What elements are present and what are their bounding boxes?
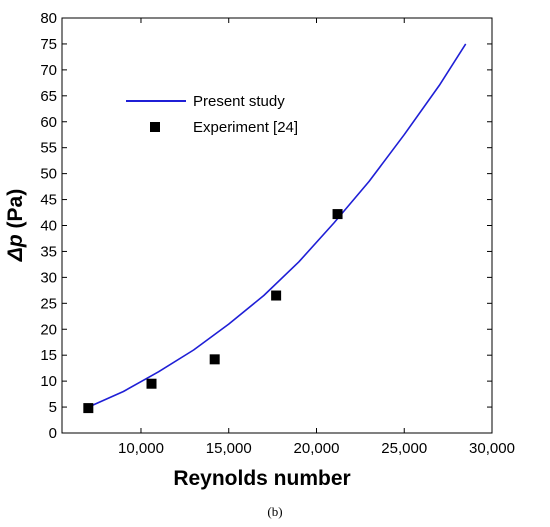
experiment-point — [83, 403, 94, 414]
experiment-point — [271, 290, 282, 301]
y-tick-label: 70 — [40, 62, 57, 79]
y-tick-label: 50 — [40, 166, 57, 183]
x-tick-labels: 10,000 15,000 20,000 25,000 30,000 — [118, 440, 515, 457]
y-tick-label: 35 — [40, 243, 57, 260]
y-tick-label: 75 — [40, 36, 57, 53]
legend-label-experiment: Experiment [24] — [193, 119, 298, 136]
y-axis-unit: (Pa) — [4, 189, 27, 235]
y-axis-title: Δp (Pa) — [4, 189, 27, 262]
legend-label-present-study: Present study — [193, 93, 285, 110]
x-tick-label: 15,000 — [206, 440, 252, 457]
y-tick-label: 5 — [49, 399, 57, 416]
tick-marks — [62, 17, 493, 434]
x-tick-label: 25,000 — [381, 440, 427, 457]
legend: Present study Experiment [24] — [126, 93, 298, 136]
experiment-point — [332, 209, 343, 220]
y-tick-labels: 0 5 10 15 20 25 30 35 40 45 50 55 60 65 70 75 80 — [40, 10, 57, 442]
y-tick-label: 60 — [40, 114, 57, 131]
y-tick-label: 10 — [40, 373, 57, 390]
y-axis-symbol: Δp — [4, 234, 27, 262]
experiment-point — [209, 354, 220, 365]
y-tick-label: 45 — [40, 192, 57, 209]
y-tick-label: 55 — [40, 140, 57, 157]
experiment-point — [146, 378, 157, 389]
y-tick-label: 25 — [40, 295, 57, 312]
y-tick-label: 20 — [40, 321, 57, 338]
x-tick-label: 20,000 — [294, 440, 340, 457]
y-tick-label: 15 — [40, 347, 57, 364]
series-layer — [83, 43, 467, 414]
figure-caption: (b) — [267, 504, 283, 519]
x-axis-title: Reynolds number — [173, 467, 350, 490]
series-line-present-study — [87, 43, 467, 408]
legend-square-swatch — [150, 122, 160, 132]
y-tick-label: 30 — [40, 269, 57, 286]
y-tick-label: 40 — [40, 218, 57, 235]
y-tick-label: 80 — [40, 10, 57, 27]
plot-area-frame — [61, 17, 493, 434]
x-tick-label: 30,000 — [469, 440, 515, 457]
y-tick-label: 0 — [49, 425, 57, 442]
y-tick-label: 65 — [40, 88, 57, 105]
x-tick-label: 10,000 — [118, 440, 164, 457]
